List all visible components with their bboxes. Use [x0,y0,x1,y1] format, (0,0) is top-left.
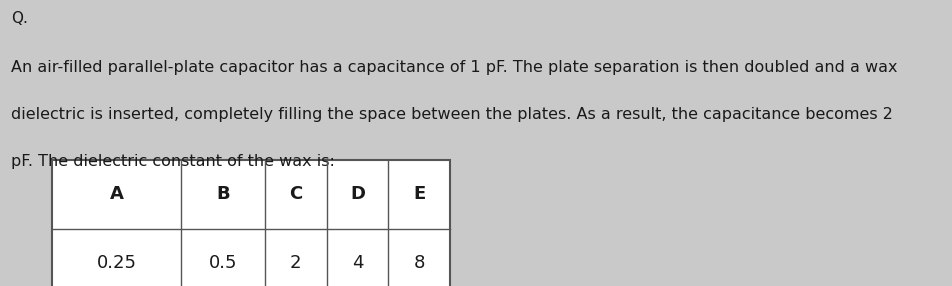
Text: An air-filled parallel-plate capacitor has a capacitance of 1 pF. The plate sepa: An air-filled parallel-plate capacitor h… [11,60,898,75]
Text: E: E [413,186,426,203]
Text: A: A [109,186,124,203]
Text: 2: 2 [289,254,302,272]
Text: 0.5: 0.5 [208,254,237,272]
FancyBboxPatch shape [52,160,450,286]
Text: pF. The dielectric constant of the wax is:: pF. The dielectric constant of the wax i… [11,154,335,169]
Text: C: C [289,186,302,203]
Text: 8: 8 [414,254,425,272]
Text: B: B [216,186,229,203]
Text: 0.25: 0.25 [96,254,137,272]
Text: 4: 4 [351,254,364,272]
Text: Q.: Q. [11,11,29,26]
Text: dielectric is inserted, completely filling the space between the plates. As a re: dielectric is inserted, completely filli… [11,107,893,122]
Text: D: D [350,186,365,203]
